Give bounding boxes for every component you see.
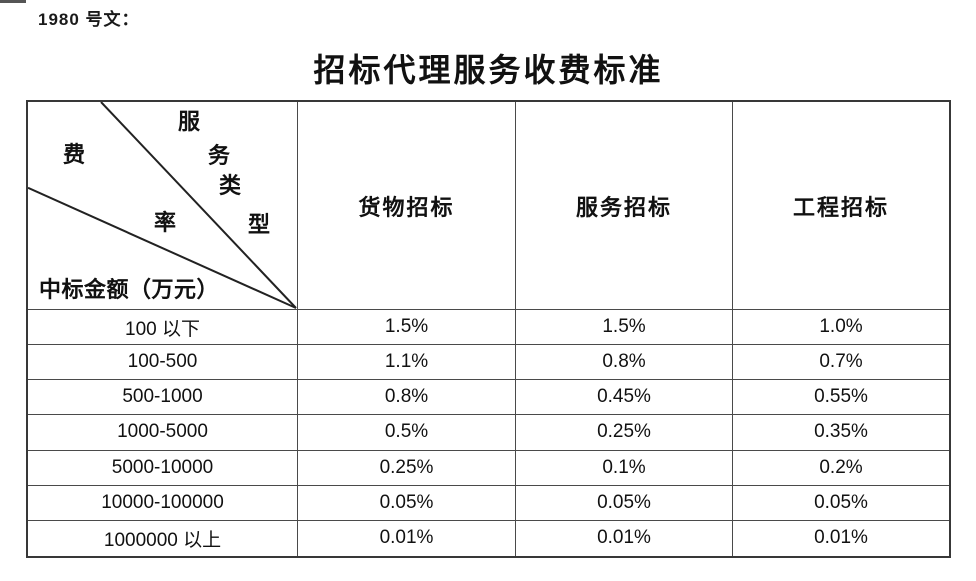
rate-char-1: 费 (63, 142, 86, 167)
service-type-char-3: 类 (219, 173, 242, 198)
fee-value: 0.01% (814, 527, 868, 549)
doc-number: 1980 号文： (38, 10, 140, 29)
rate-char-2: 率 (154, 210, 177, 235)
fee-value: 1.5% (516, 310, 733, 346)
service-type-char-4: 型 (248, 212, 271, 237)
page-edge-fragment (0, 0, 26, 3)
fee-value: 1.5% (298, 310, 516, 346)
bid-amount-axis-label: 中标金额（万元） (39, 277, 220, 302)
fee-value: 0.05% (733, 486, 949, 521)
diagonal-header-cell: 服 务 类 型 费 率 中标金额（万元） (28, 102, 298, 310)
row-range: 100-500 (28, 345, 298, 381)
column-header-engineering: 工程招标 (733, 102, 949, 310)
fee-value: 0.1% (516, 450, 733, 486)
row-range: 500-1000 (28, 380, 298, 416)
service-type-char-1: 服 (178, 109, 201, 134)
fee-value: 0.05% (298, 485, 516, 521)
row-range: 10000-100000 (28, 485, 298, 521)
fee-value: 0.7% (733, 345, 949, 381)
fee-value: 1.1% (298, 345, 516, 381)
fee-value: 0.2% (733, 451, 949, 486)
fee-value: 1.0% (733, 310, 949, 346)
fee-value: 0.8% (298, 380, 516, 416)
fee-standard-table: 服 务 类 型 费 率 中标金额（万元） 货物招标 服务招标 工程招标 100 … (26, 100, 951, 558)
column-header-service: 服务招标 (516, 102, 733, 310)
row-range: 1000000 以上 (28, 520, 298, 556)
fee-value: 0.45% (516, 380, 733, 416)
fee-value: 0.01% (298, 520, 516, 556)
fee-value: 0.35% (733, 415, 949, 451)
row-range: 100 以下 (28, 310, 298, 346)
column-header-goods: 货物招标 (298, 102, 516, 310)
row-range: 1000-5000 (28, 415, 298, 451)
service-type-char-2: 务 (208, 143, 231, 168)
fee-value: 0.01% (516, 520, 733, 556)
page-title: 招标代理服务收费标准 (313, 52, 664, 88)
fee-value: 0.5% (298, 415, 516, 451)
fee-value: 0.8% (516, 345, 733, 381)
fee-value: 0.25% (516, 415, 733, 451)
diagonal-split-lines (28, 102, 297, 309)
fee-value: 0.55% (733, 380, 949, 416)
row-range: 5000-10000 (28, 450, 298, 486)
fee-value: 0.05% (516, 485, 733, 521)
fee-value: 0.25% (298, 450, 516, 486)
